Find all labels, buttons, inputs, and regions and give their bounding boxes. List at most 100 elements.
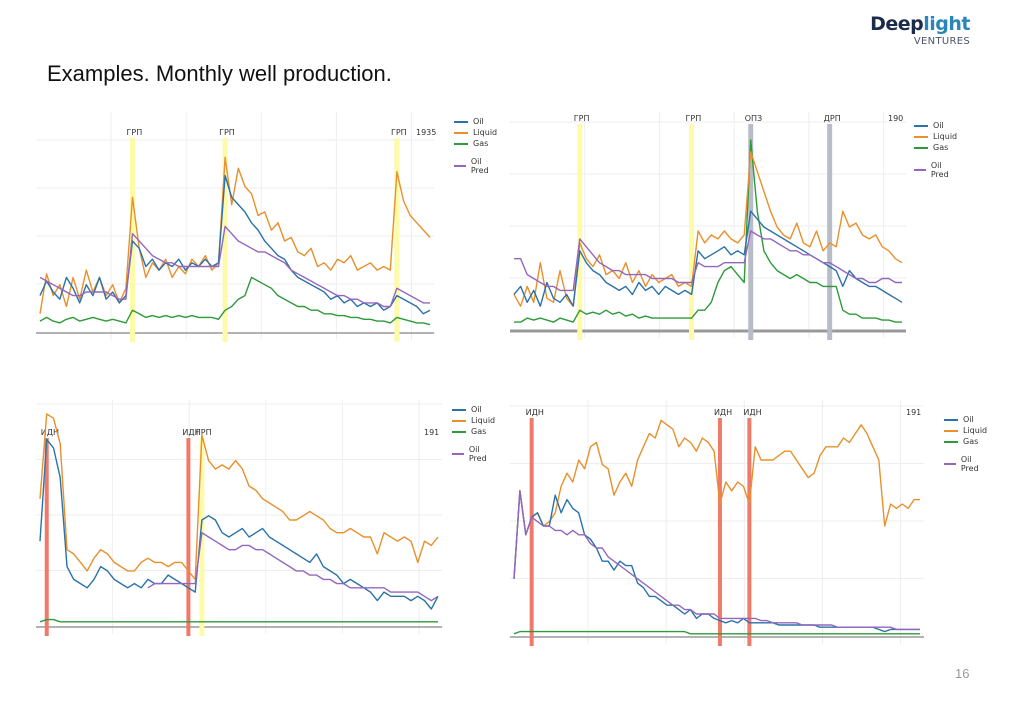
series-line-oil <box>513 490 920 633</box>
series-line-oil <box>39 438 439 610</box>
corner-label: 191 <box>906 408 921 417</box>
event-marker-2 <box>394 138 400 342</box>
event-label: ДРП <box>824 114 841 123</box>
chart-legend: Oil Liquid Gas Oil Pred <box>452 404 495 463</box>
legend-swatch <box>452 419 466 422</box>
legend-label: Gas <box>473 139 489 148</box>
legend-item[interactable]: Gas <box>452 426 495 437</box>
series-line-liquid <box>513 151 903 307</box>
legend-item[interactable]: Oil Pred <box>454 157 497 175</box>
series-line-liquid <box>39 413 439 581</box>
gridlines <box>36 400 442 634</box>
legend-swatch <box>914 146 928 149</box>
legend-item[interactable]: Oil <box>944 414 987 425</box>
event-marker-0 <box>44 438 49 636</box>
legend-label: Oil <box>963 415 974 424</box>
chart-legend: Oil Liquid Gas Oil Pred <box>944 414 987 473</box>
legend-item[interactable]: Liquid <box>944 425 987 436</box>
legend-swatch <box>454 120 468 123</box>
legend-swatch <box>454 131 468 134</box>
legend-swatch <box>452 408 466 411</box>
series-line-oil <box>39 174 431 315</box>
legend-item[interactable]: Oil <box>914 120 957 131</box>
series-line-gas <box>39 276 431 326</box>
legend-label: Liquid <box>933 132 958 141</box>
legend-label: Oil Pred <box>468 444 487 463</box>
event-label: ИДН <box>182 428 200 437</box>
legend-swatch <box>914 135 928 138</box>
event-label: ГРП <box>219 128 235 137</box>
series-line-oil-pred <box>39 225 430 308</box>
legend-item[interactable]: Gas <box>914 142 957 153</box>
legend-item[interactable]: Oil Pred <box>944 455 987 473</box>
page-number: 16 <box>955 666 970 681</box>
event-label: ГРП <box>686 114 702 123</box>
legend-item[interactable]: Liquid <box>452 415 495 426</box>
legend-swatch <box>452 452 464 455</box>
event-marker-1 <box>689 124 695 340</box>
chart-top-right: ГРП ГРП ОПЗ ДРП 190 Oil Liquid Gas Oil Pred <box>510 112 957 340</box>
series-line-gas <box>514 139 902 323</box>
legend-item[interactable]: Oil Pred <box>914 161 957 179</box>
logo-part-light: light <box>923 13 970 35</box>
legend-swatch <box>454 142 468 145</box>
event-marker-0 <box>529 418 534 646</box>
event-label: ГРП <box>196 428 212 437</box>
chart-bottom-left: ИДН ИДН ГРП 191 Oil Liquid Gas Oil Pred <box>36 400 495 642</box>
series-line-gas <box>39 618 438 623</box>
chart-legend: Oil Liquid Gas Oil Pred <box>454 116 497 175</box>
chart-legend: Oil Liquid Gas Oil Pred <box>914 120 957 179</box>
logo-part-dark: Deep <box>870 13 924 35</box>
legend-label: Gas <box>471 427 487 436</box>
legend-label: Liquid <box>471 416 496 425</box>
legend-label: Oil Pred <box>470 156 489 175</box>
legend-label: Liquid <box>473 128 498 137</box>
legend-label: Oil <box>473 117 484 126</box>
legend-item[interactable]: Gas <box>944 436 987 447</box>
series-line-oil-pred <box>513 490 920 631</box>
chart-bottom-right: ИДН ИДН ИДН 191 Oil Liquid Gas Oil Pred <box>510 400 987 646</box>
series-line-gas <box>513 630 920 635</box>
legend-swatch <box>452 430 466 433</box>
event-label: ИДН <box>743 408 761 417</box>
legend-item[interactable]: Oil <box>454 116 497 127</box>
event-label: ГРП <box>574 114 590 123</box>
logo-wordmark: Deeplight <box>866 12 970 36</box>
gridlines <box>510 400 924 644</box>
series-line-oil-pred <box>514 230 902 292</box>
legend-swatch <box>944 429 958 432</box>
event-marker-1 <box>186 438 191 636</box>
chart-svg: ИДН ИДН ИДН 191 <box>510 400 924 646</box>
event-label: ГРП <box>391 128 407 137</box>
logo-subtitle: VENTURES <box>913 36 970 47</box>
legend-swatch <box>944 462 956 465</box>
legend-item[interactable]: Gas <box>454 138 497 149</box>
event-label: ГРП <box>127 128 143 137</box>
event-label: ИДН <box>714 408 732 417</box>
chart-svg: ГРП ГРП ОПЗ ДРП 190 <box>510 112 906 340</box>
event-marker-0 <box>577 124 583 340</box>
legend-item[interactable]: Liquid <box>914 131 957 142</box>
legend-label: Gas <box>963 437 979 446</box>
legend-label: Oil <box>471 405 482 414</box>
series-line-oil <box>513 210 903 307</box>
legend-item[interactable]: Liquid <box>454 127 497 138</box>
legend-label: Oil <box>933 121 944 130</box>
chart-top-left: ГРП ГРП ГРП 1935 Oil Liquid Gas Oil Pred <box>36 112 497 344</box>
event-label: ИДН <box>526 408 544 417</box>
event-label: ИДН <box>41 428 59 437</box>
legend-label: Liquid <box>963 426 988 435</box>
legend-item[interactable]: Oil Pred <box>452 445 495 463</box>
gridlines <box>510 112 906 338</box>
slide-title: Examples. Monthly well production. <box>47 61 392 86</box>
series-line-liquid <box>513 419 920 579</box>
gridlines <box>36 112 434 340</box>
legend-item[interactable]: Oil <box>452 404 495 415</box>
event-marker-1 <box>222 138 228 342</box>
event-marker-2 <box>747 418 752 646</box>
legend-label: Gas <box>933 143 949 152</box>
corner-label: 1935 <box>416 128 436 137</box>
legend-swatch <box>944 418 958 421</box>
series-line-oil-pred <box>147 532 439 602</box>
